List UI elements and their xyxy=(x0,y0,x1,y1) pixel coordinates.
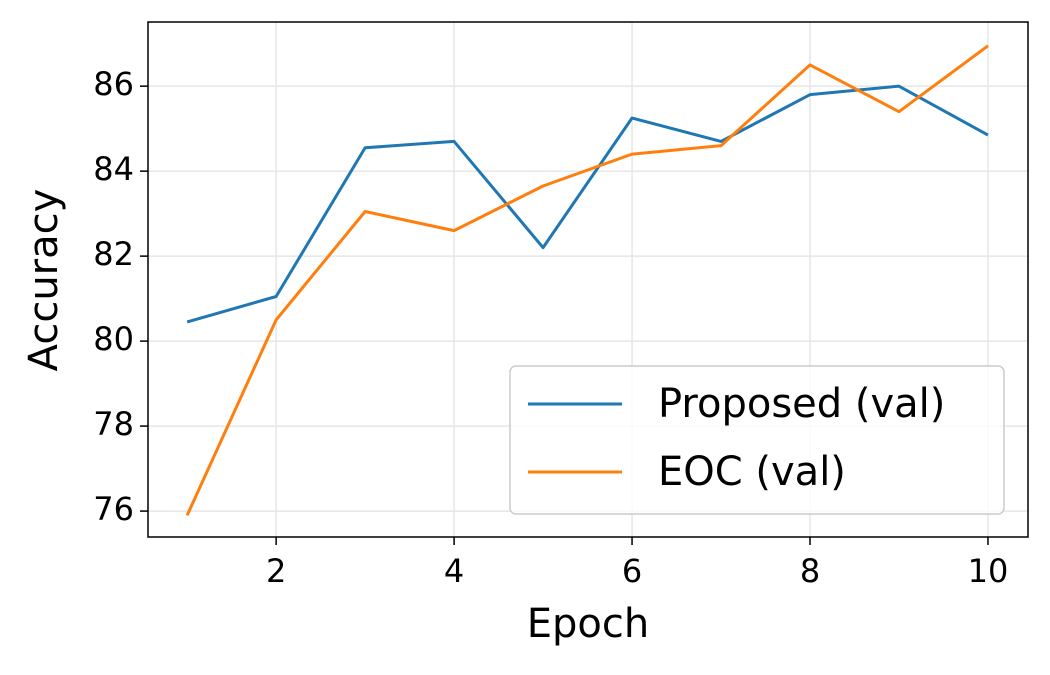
line xyxy=(185,44,989,516)
y-tick-label: 86 xyxy=(93,65,134,103)
y-tick-label: 80 xyxy=(93,320,134,358)
plot-frame xyxy=(147,21,1029,538)
x-axis-label: Epoch xyxy=(527,601,649,647)
x-tick-label: 2 xyxy=(266,552,286,590)
x-tick-label: 4 xyxy=(444,552,464,590)
x-tick-label: 8 xyxy=(800,552,820,590)
y-axis-label: Accuracy xyxy=(21,189,67,372)
x-tick-label: 10 xyxy=(968,552,1009,590)
x-tick-label: 6 xyxy=(622,552,642,590)
legend-box xyxy=(509,365,1005,515)
line xyxy=(186,84,989,324)
y-tick-label: 76 xyxy=(93,490,134,528)
y-tick-label: 78 xyxy=(93,405,134,443)
y-tick-label: 84 xyxy=(93,150,134,188)
legend-label: EOC (val) xyxy=(658,449,846,495)
legend-label: Proposed (val) xyxy=(658,381,945,427)
y-tick-label: 82 xyxy=(93,235,134,273)
